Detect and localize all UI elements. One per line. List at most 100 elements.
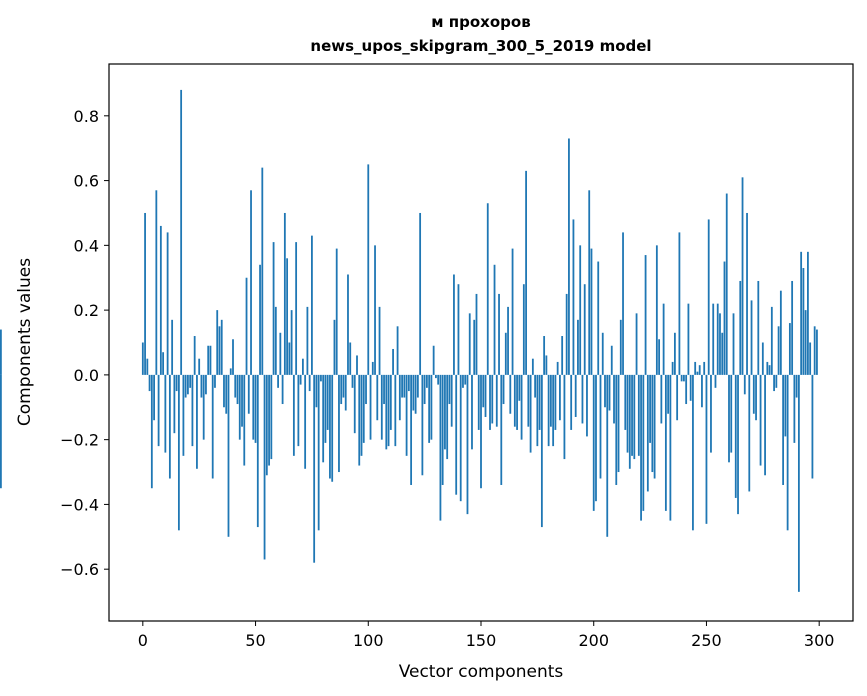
bar — [543, 336, 546, 375]
bar — [649, 374, 651, 443]
bar — [265, 374, 268, 476]
bar — [471, 374, 473, 450]
bar — [651, 374, 654, 473]
y-tick-label: 0.4 — [74, 236, 99, 255]
bar — [234, 374, 237, 398]
y-tick-label: −0.2 — [60, 431, 99, 450]
bar — [171, 319, 174, 375]
bar — [667, 374, 670, 414]
bar — [326, 374, 329, 430]
bar — [223, 374, 225, 408]
bar — [376, 374, 379, 421]
bar — [554, 374, 557, 430]
bar — [631, 374, 633, 456]
x-tick-label: 100 — [353, 631, 384, 650]
bar — [425, 374, 428, 388]
y-tick-label: −0.4 — [60, 495, 99, 514]
bar — [741, 177, 744, 375]
bar — [622, 232, 624, 375]
bar — [770, 306, 773, 375]
bar — [387, 374, 390, 447]
bar — [748, 374, 751, 492]
x-tick-label: 300 — [804, 631, 835, 650]
bar — [518, 374, 521, 401]
bar — [547, 374, 550, 447]
bar — [475, 293, 478, 375]
bar — [141, 342, 144, 375]
bar — [791, 280, 794, 375]
chart-subtitle: news_upos_skipgram_300_5_2019 model — [310, 37, 651, 55]
bar — [592, 374, 595, 511]
bar — [254, 374, 257, 443]
bar — [570, 374, 573, 430]
bar — [590, 248, 593, 375]
bar — [236, 374, 239, 405]
bar — [599, 374, 602, 479]
bar — [624, 374, 627, 430]
bar — [162, 352, 165, 375]
bar — [775, 374, 778, 388]
bar — [732, 313, 735, 375]
bar — [279, 332, 282, 375]
bar — [272, 242, 275, 375]
bar — [601, 332, 604, 375]
x-tick-label: 0 — [138, 631, 148, 650]
bar — [660, 374, 663, 424]
bar — [716, 303, 719, 375]
bar — [216, 310, 219, 375]
bar — [466, 374, 469, 515]
bar — [540, 374, 543, 528]
bar — [150, 374, 153, 489]
y-tick-label: 0.8 — [74, 107, 99, 126]
bar — [486, 203, 489, 375]
bar — [816, 329, 818, 375]
bar — [637, 374, 640, 456]
bar — [549, 374, 552, 427]
bar — [676, 374, 679, 421]
bar — [360, 374, 363, 456]
bar — [202, 374, 205, 440]
bar — [423, 374, 426, 405]
bar — [187, 374, 189, 395]
x-axis-ticks: 0 50 100 150 200 250 300 — [138, 621, 835, 650]
bar — [773, 374, 775, 392]
bar — [157, 374, 160, 447]
bar — [696, 371, 699, 375]
bar — [786, 374, 789, 531]
bar — [504, 332, 507, 375]
x-tick-label: 150 — [466, 631, 497, 650]
bar — [561, 336, 564, 375]
bar — [459, 374, 462, 502]
bar — [468, 313, 471, 375]
bar — [419, 212, 422, 375]
bar — [453, 274, 455, 375]
bar — [719, 313, 721, 375]
bar — [482, 374, 485, 408]
bar — [432, 345, 435, 375]
bar — [261, 167, 264, 375]
bar — [166, 232, 169, 375]
bar — [198, 358, 201, 375]
x-tick-label: 50 — [245, 631, 265, 650]
bar — [545, 355, 548, 375]
bar — [335, 248, 338, 375]
bar — [329, 374, 331, 479]
bar — [315, 374, 318, 408]
bar — [563, 374, 566, 460]
bar — [200, 374, 203, 398]
bar — [243, 374, 246, 466]
bar — [297, 374, 300, 447]
bar — [484, 374, 487, 417]
bar — [556, 361, 559, 375]
bar — [428, 374, 431, 443]
bar — [180, 89, 183, 375]
bar — [288, 342, 291, 375]
bar — [403, 374, 406, 398]
bar — [604, 374, 606, 408]
bar — [788, 323, 791, 375]
bar — [457, 284, 460, 375]
bar — [502, 374, 505, 405]
bar — [290, 310, 293, 375]
bar — [764, 374, 766, 476]
